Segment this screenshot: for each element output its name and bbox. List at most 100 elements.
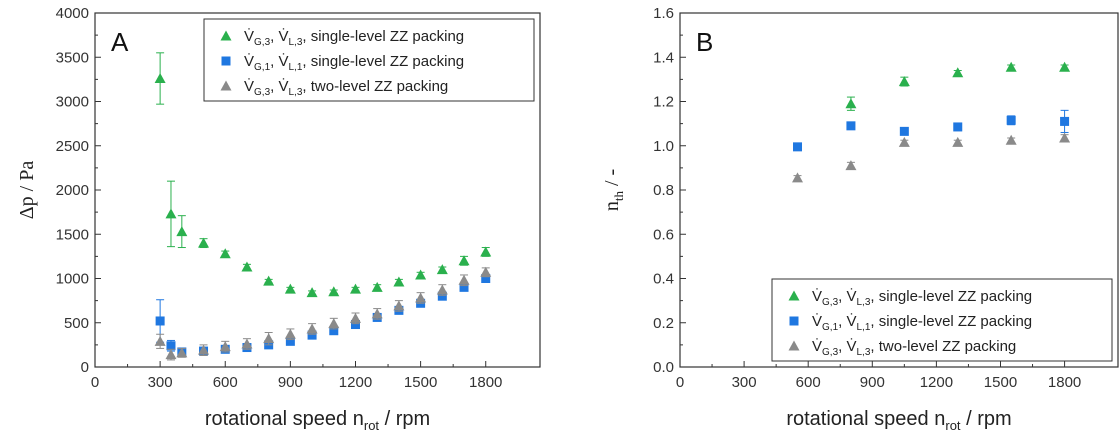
x-axis-label-main: rotational speed n <box>205 408 364 430</box>
data-point <box>329 326 339 336</box>
data-point <box>845 160 857 171</box>
y-axis-label: Δp / Pa <box>16 161 38 220</box>
legend-text-sub: G,3 <box>822 297 839 308</box>
x-tick-label: 0 <box>676 374 684 391</box>
data-point <box>219 248 231 259</box>
y-axis-label-main: Δp / Pa <box>16 161 38 220</box>
legend-text-sub: G,3 <box>254 37 271 48</box>
legend-text-sub: G,1 <box>254 62 271 73</box>
data-point <box>176 347 188 358</box>
series-gray <box>792 132 1071 183</box>
data-point <box>371 308 383 319</box>
y-axis-label-main: n <box>601 201 623 211</box>
legend-text-sub: G,1 <box>822 322 839 333</box>
data-point <box>219 341 231 352</box>
x-tick-label: 300 <box>148 374 173 391</box>
y-tick-label: 0 <box>81 359 89 376</box>
data-point <box>154 335 166 346</box>
legend-text-part: , single-level ZZ packing <box>302 28 464 45</box>
legend-text-sub: L,3 <box>288 37 302 48</box>
y-tick-label: 1500 <box>56 226 89 243</box>
data-point <box>306 323 318 334</box>
data-point <box>458 274 470 285</box>
legend-label: V̇G,3, V̇L,3, single-level ZZ packing <box>812 288 1032 308</box>
legend: V̇G,3, V̇L,3, single-level ZZ packingV̇G… <box>771 278 1113 362</box>
data-point <box>371 281 383 292</box>
x-tick-label: 900 <box>278 374 303 391</box>
x-axis-label-main: rotational speed n <box>786 408 945 430</box>
data-point <box>436 284 448 295</box>
y-axis-label: nth / - <box>601 169 626 211</box>
legend-marker <box>221 56 231 66</box>
series-blue <box>793 109 1070 152</box>
data-point <box>1006 115 1016 125</box>
legend-text-part: V̇ <box>244 28 254 45</box>
legend-text-sub: L,3 <box>856 297 870 308</box>
data-point <box>306 287 318 298</box>
legend-text-part: , V̇ <box>270 78 288 95</box>
series-gray <box>154 266 492 361</box>
data-point <box>792 172 804 183</box>
legend-marker <box>788 340 800 351</box>
data-point <box>1059 132 1071 143</box>
legend-marker <box>789 316 799 326</box>
x-tick-label: 1200 <box>339 374 372 391</box>
legend-text-sub: G,3 <box>822 347 839 358</box>
data-point <box>846 121 856 131</box>
legend-label: V̇G,3, V̇L,3, two-level ZZ packing <box>244 78 448 98</box>
data-point <box>198 344 210 355</box>
y-tick-label: 1.6 <box>653 5 674 22</box>
data-point <box>241 261 253 272</box>
legend-text-part: , V̇ <box>838 288 856 305</box>
series-green <box>845 61 1071 111</box>
y-tick-label: 4000 <box>56 5 89 22</box>
panel-label: A <box>111 27 129 57</box>
legend-marker <box>220 80 232 91</box>
chart-panel-a: 0 300 600 900 1200 1500 1800 0 500 1000 1500 2000 25… <box>16 5 541 433</box>
data-point <box>349 283 361 294</box>
x-axis-label-unit: / rpm <box>961 408 1012 430</box>
legend-text-sub: L,3 <box>288 87 302 98</box>
chart-panel-b: 0 300 600 900 1200 1500 1800 0.0 0.2 0.4 0.6 0.8 1.0… <box>601 5 1119 433</box>
data-point <box>898 76 910 87</box>
legend: V̇G,3, V̇L,3, single-level ZZ packingV̇G… <box>203 18 535 102</box>
legend-marker <box>788 290 800 301</box>
legend-text-part: , V̇ <box>838 313 856 330</box>
data-point <box>285 336 295 346</box>
x-tick-label: 1500 <box>404 374 437 391</box>
y-tick-label: 1000 <box>56 271 89 288</box>
data-point <box>436 264 448 275</box>
legend-text-sub: L,1 <box>856 322 870 333</box>
y-tick-label: 2000 <box>56 182 89 199</box>
legend-text-part: , two-level ZZ packing <box>302 78 448 95</box>
data-point <box>284 328 296 339</box>
data-point <box>899 126 909 136</box>
series-green <box>154 52 492 298</box>
x-axis-label-sub: rot <box>945 418 961 433</box>
data-point <box>458 255 470 266</box>
legend-text-part: , single-level ZZ packing <box>302 53 464 70</box>
legend-text-part: V̇ <box>812 338 822 355</box>
x-tick-label: 1200 <box>920 374 953 391</box>
x-tick-label: 1800 <box>469 374 502 391</box>
y-tick-label: 0.2 <box>653 315 674 332</box>
data-point <box>165 208 177 219</box>
y-tick-label: 3000 <box>56 94 89 111</box>
legend-box <box>203 18 535 102</box>
data-point <box>198 237 210 248</box>
x-tick-label: 900 <box>860 374 885 391</box>
data-point <box>350 320 360 330</box>
y-tick-label: 1.2 <box>653 94 674 111</box>
legend-label: V̇G,1, V̇L,1, single-level ZZ packing <box>812 313 1032 333</box>
y-tick-label: 0.0 <box>653 359 674 376</box>
x-axis-label: rotational speed nrot / rpm <box>786 408 1011 433</box>
x-axis-label-unit: / rpm <box>379 408 430 430</box>
data-point <box>165 349 177 360</box>
data-point <box>263 275 275 286</box>
data-point <box>480 266 492 277</box>
x-tick-label: 300 <box>732 374 757 391</box>
data-point <box>393 300 405 311</box>
x-tick-label: 1500 <box>984 374 1017 391</box>
legend-text-part: V̇ <box>812 313 822 330</box>
